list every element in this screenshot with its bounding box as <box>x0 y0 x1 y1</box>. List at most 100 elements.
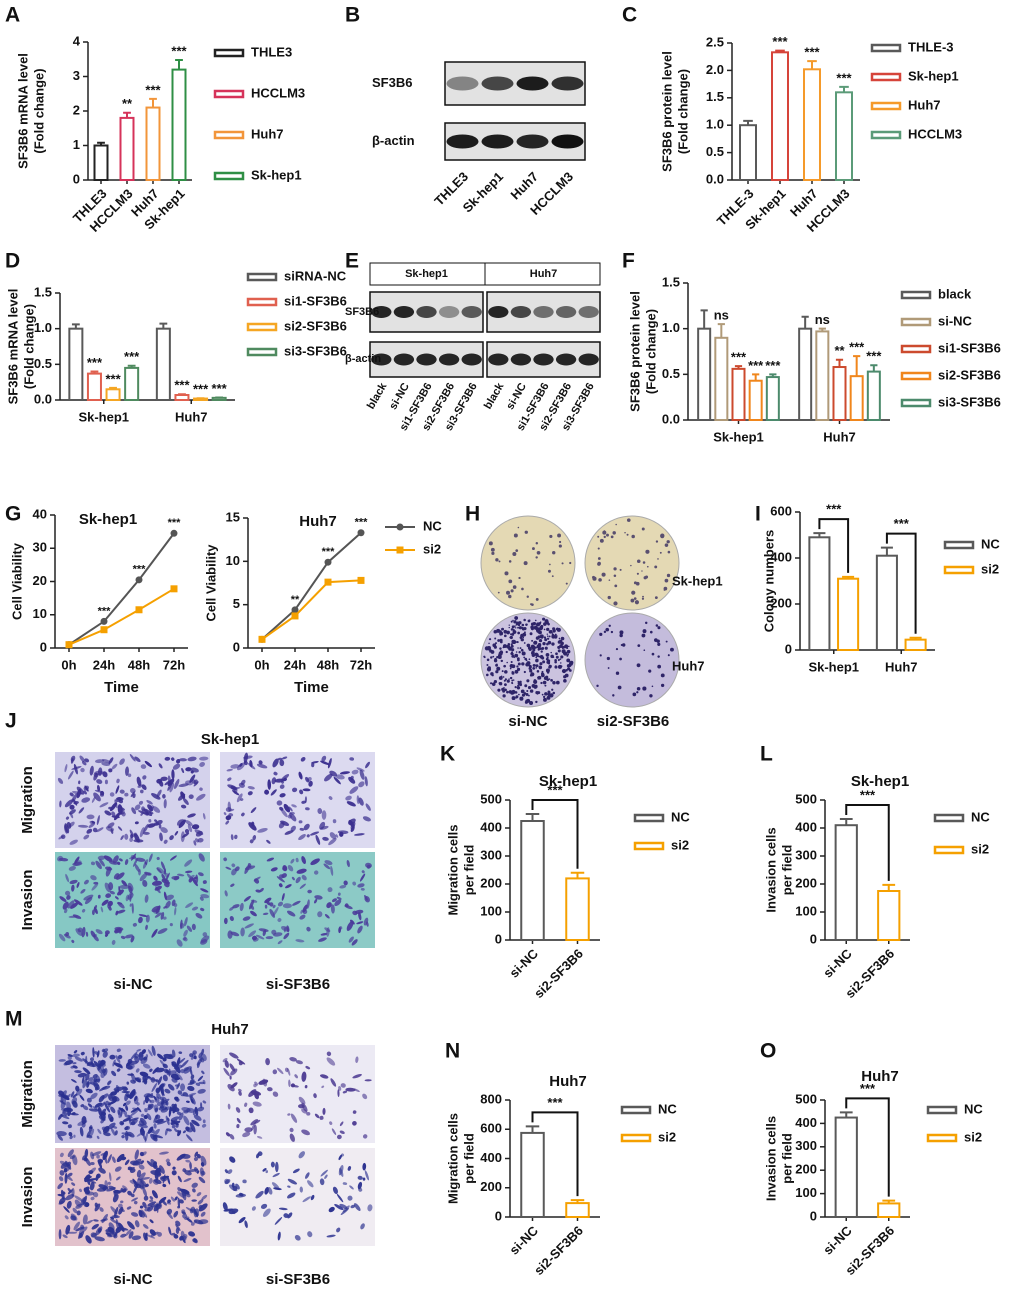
cell <box>151 1190 158 1199</box>
cell <box>281 892 285 901</box>
cell <box>365 803 371 811</box>
cell <box>195 913 203 919</box>
cell <box>118 1222 125 1232</box>
panel-letter: N <box>445 1040 460 1063</box>
cell <box>314 1113 320 1119</box>
colony <box>527 686 532 690</box>
colony <box>486 667 492 672</box>
blot-band <box>510 353 532 366</box>
cell <box>90 1057 94 1062</box>
cell <box>124 792 129 797</box>
cell <box>119 884 130 889</box>
bar <box>798 327 813 421</box>
cell <box>279 793 286 798</box>
cell <box>180 1083 186 1092</box>
cell <box>117 1203 123 1208</box>
blot-band <box>555 353 577 366</box>
colony <box>504 678 507 681</box>
legend-label: si2 <box>671 837 689 852</box>
colony <box>517 631 521 635</box>
colony <box>642 686 647 691</box>
colony <box>545 653 550 657</box>
legend-label: NC <box>658 1101 677 1116</box>
cell <box>142 879 148 887</box>
colony <box>555 655 559 659</box>
legend-label: si3-SF3B6 <box>938 394 1001 409</box>
bar <box>866 370 881 421</box>
cell <box>87 1103 93 1108</box>
colony <box>607 595 611 600</box>
cell <box>173 1234 179 1239</box>
cell <box>74 1070 82 1074</box>
error-bar <box>570 1199 585 1204</box>
colony <box>551 575 554 578</box>
bar <box>697 327 712 421</box>
cell <box>272 904 276 909</box>
colony <box>535 542 539 545</box>
bar <box>877 1202 901 1218</box>
cell <box>114 1130 118 1136</box>
cell <box>279 759 285 767</box>
cell <box>362 816 371 822</box>
cell <box>158 1083 165 1091</box>
colony <box>498 651 503 656</box>
error-bar <box>127 364 136 368</box>
cell <box>78 780 81 785</box>
cell <box>106 1187 116 1192</box>
cell <box>101 1126 110 1133</box>
cell <box>348 776 356 784</box>
blot-band <box>551 134 584 149</box>
significance-label: *** <box>105 371 121 386</box>
colony <box>536 655 539 658</box>
blot-band <box>438 353 460 366</box>
y-tick-label: 200 <box>795 875 817 890</box>
colony <box>514 686 517 689</box>
colony <box>567 645 570 648</box>
cell <box>124 1126 129 1131</box>
cell <box>117 826 123 831</box>
cell <box>157 1076 163 1085</box>
cell <box>93 1219 99 1222</box>
cell <box>244 1102 248 1107</box>
micrograph-column-label: si-SF3B6 <box>266 1271 330 1288</box>
blot-band <box>416 306 437 318</box>
cell <box>168 1226 172 1235</box>
error-bar <box>743 119 753 126</box>
colony <box>491 682 496 686</box>
cell <box>310 1194 315 1201</box>
cell <box>169 835 174 841</box>
cell <box>96 784 101 792</box>
cell <box>116 1048 121 1053</box>
cell <box>178 1199 184 1204</box>
error-bar <box>734 365 743 369</box>
colony <box>554 660 557 664</box>
cell <box>127 1190 132 1196</box>
cell <box>103 1131 111 1137</box>
cell <box>163 798 167 809</box>
point <box>135 606 143 614</box>
cell <box>298 834 306 841</box>
cell <box>276 800 283 806</box>
colony <box>549 563 551 566</box>
cell <box>309 831 320 836</box>
cell <box>134 1149 139 1160</box>
cell <box>145 1054 149 1058</box>
x-tick-label: Huh7 <box>175 409 208 424</box>
cell <box>236 1124 240 1129</box>
cell <box>164 881 170 888</box>
cell <box>236 1117 241 1124</box>
colony <box>514 627 517 629</box>
colony <box>523 561 528 566</box>
cell <box>201 1070 205 1075</box>
cell <box>183 929 188 937</box>
y-tick-label: 200 <box>480 1179 502 1194</box>
blot-band <box>510 306 532 318</box>
y-tick-label: 0 <box>495 1208 502 1223</box>
cell <box>108 882 114 891</box>
cell <box>343 880 348 886</box>
cell <box>175 1223 181 1231</box>
cell <box>153 1104 159 1111</box>
cell <box>82 1078 88 1089</box>
point <box>291 606 299 614</box>
colony <box>601 572 606 577</box>
